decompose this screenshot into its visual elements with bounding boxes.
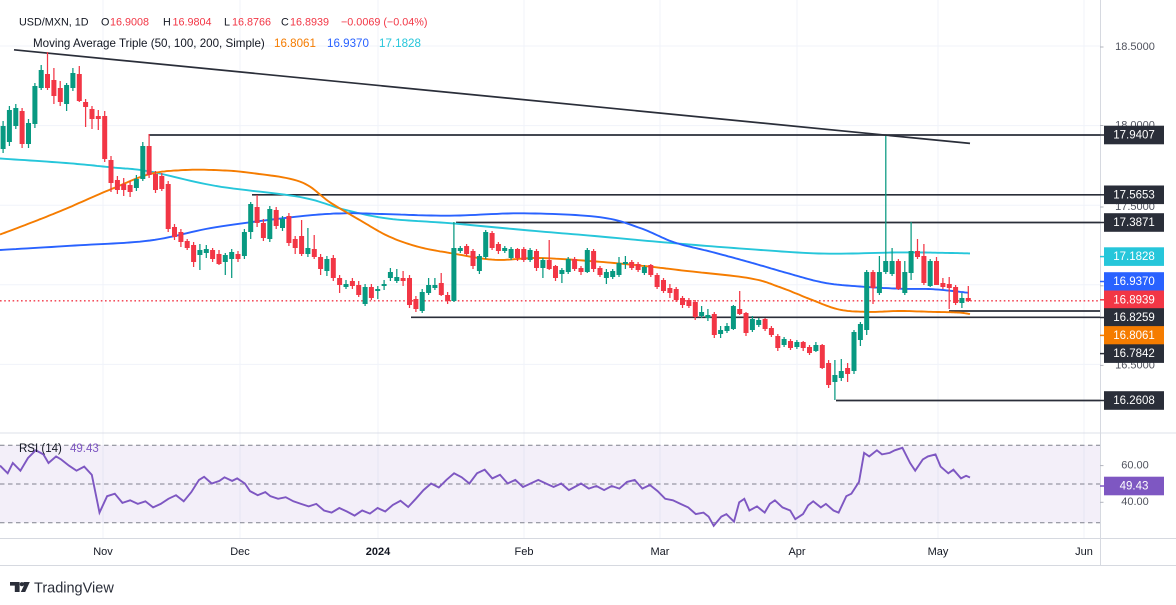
svg-text:16.2608: 16.2608 (1113, 395, 1155, 407)
svg-text:H: H (163, 16, 171, 28)
svg-text:16.8061: 16.8061 (1113, 330, 1155, 342)
svg-text:RSI (14): RSI (14) (19, 443, 62, 455)
svg-text:May: May (928, 546, 949, 558)
svg-text:40.00: 40.00 (1121, 496, 1149, 508)
svg-text:16.8061: 16.8061 (274, 37, 316, 50)
svg-text:16.9370: 16.9370 (327, 37, 369, 50)
svg-text:L: L (224, 16, 230, 28)
svg-text:49.43: 49.43 (70, 443, 99, 455)
svg-text:16.9008: 16.9008 (110, 16, 149, 28)
svg-text:Jun: Jun (1075, 546, 1093, 558)
svg-text:16.9804: 16.9804 (173, 16, 212, 28)
svg-text:Dec: Dec (230, 546, 250, 558)
svg-text:17.3871: 17.3871 (1113, 217, 1155, 229)
svg-text:49.43: 49.43 (1120, 481, 1149, 493)
svg-text:17.9407: 17.9407 (1113, 130, 1155, 142)
svg-text:16.9370: 16.9370 (1113, 276, 1155, 288)
svg-text:17.1828: 17.1828 (379, 37, 421, 50)
svg-text:16.8939: 16.8939 (1113, 294, 1155, 306)
svg-text:USD/MXN, 1D: USD/MXN, 1D (19, 16, 89, 28)
svg-text:60.00: 60.00 (1121, 460, 1149, 472)
svg-text:16.8939: 16.8939 (290, 16, 329, 28)
svg-text:−0.0069 (−0.04%): −0.0069 (−0.04%) (341, 16, 427, 28)
svg-text:16.8766: 16.8766 (232, 16, 271, 28)
svg-text:Mar: Mar (651, 546, 670, 558)
svg-text:TradingView: TradingView (34, 580, 114, 596)
svg-text:2024: 2024 (366, 546, 391, 558)
svg-text:17.1828: 17.1828 (1113, 251, 1155, 263)
svg-text:16.8259: 16.8259 (1113, 312, 1155, 324)
svg-text:Nov: Nov (93, 546, 113, 558)
svg-text:17.5653: 17.5653 (1113, 189, 1155, 201)
svg-text:O: O (101, 16, 109, 28)
svg-text:C: C (281, 16, 289, 28)
svg-text:16.7842: 16.7842 (1113, 348, 1155, 360)
svg-text:Apr: Apr (788, 546, 805, 558)
svg-text:Moving Average Triple (50, 100: Moving Average Triple (50, 100, 200, Sim… (33, 37, 265, 50)
svg-text:18.5000: 18.5000 (1115, 41, 1155, 53)
svg-text:Feb: Feb (515, 546, 534, 558)
